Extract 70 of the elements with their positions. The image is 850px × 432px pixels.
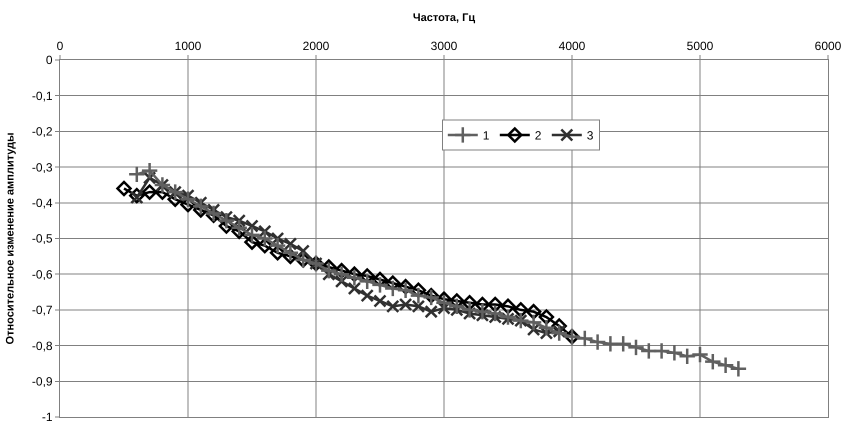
point	[716, 356, 735, 374]
point	[358, 272, 376, 290]
point	[281, 244, 300, 262]
point	[614, 334, 632, 353]
y-tick-label: -1	[42, 410, 53, 424]
x-tick-label: 3000	[430, 39, 458, 54]
point	[704, 352, 722, 371]
point	[537, 318, 556, 337]
point	[192, 197, 210, 216]
point	[243, 226, 261, 244]
point	[524, 313, 543, 332]
point	[627, 338, 645, 356]
x-axis-title: Частота, Гц	[412, 12, 476, 24]
y-tick-label: -0,6	[32, 267, 53, 282]
point	[371, 276, 389, 294]
x-tick-label: 4000	[558, 39, 586, 54]
x-tick-label: 0	[56, 39, 64, 54]
point	[332, 265, 351, 284]
point	[373, 294, 387, 308]
x-tick-label: 1000	[174, 39, 202, 54]
y-tick-label: -0,1	[32, 88, 53, 103]
point	[729, 360, 748, 378]
y-tick-label: -0,2	[32, 124, 53, 139]
x-tick-label: 6000	[814, 39, 842, 54]
legend-label: 3	[586, 128, 594, 143]
y-tick-label: -0,3	[32, 160, 53, 174]
y-tick-label: -0,4	[32, 196, 53, 210]
y-tick-label: 0	[46, 53, 53, 68]
point	[348, 282, 362, 296]
point	[665, 344, 684, 362]
point	[130, 190, 144, 204]
point	[140, 162, 159, 180]
point	[409, 286, 428, 305]
legend-label: 1	[482, 128, 490, 143]
point	[384, 280, 402, 298]
y-tick-label: -0,8	[32, 338, 53, 353]
point	[128, 165, 146, 184]
point	[268, 236, 287, 255]
point	[320, 262, 338, 280]
point	[513, 302, 529, 318]
point	[245, 219, 259, 233]
point	[538, 309, 554, 325]
legend-label: 2	[534, 128, 542, 143]
point	[345, 268, 364, 287]
y-tick-label: -0,7	[32, 303, 53, 318]
point	[462, 295, 478, 311]
y-tick-label: -0,9	[32, 374, 53, 388]
point	[396, 281, 415, 300]
y-axis-title: Относительное изменение амплитуды	[4, 132, 17, 344]
point	[116, 180, 132, 196]
point	[230, 218, 248, 237]
point	[256, 230, 274, 248]
point	[204, 204, 223, 222]
point	[652, 342, 671, 360]
point	[526, 304, 542, 320]
x-tick-label: 2000	[302, 39, 330, 54]
point	[435, 294, 453, 312]
point	[576, 330, 594, 348]
point	[142, 184, 158, 200]
point	[422, 288, 440, 306]
y-tick-label: -0,5	[32, 232, 53, 246]
point	[487, 296, 503, 312]
point	[284, 237, 298, 251]
point	[360, 288, 374, 302]
point	[678, 347, 696, 366]
point	[296, 244, 310, 258]
point	[691, 346, 709, 364]
point	[588, 333, 607, 351]
x-tick-label: 5000	[686, 39, 714, 54]
point	[474, 296, 490, 312]
